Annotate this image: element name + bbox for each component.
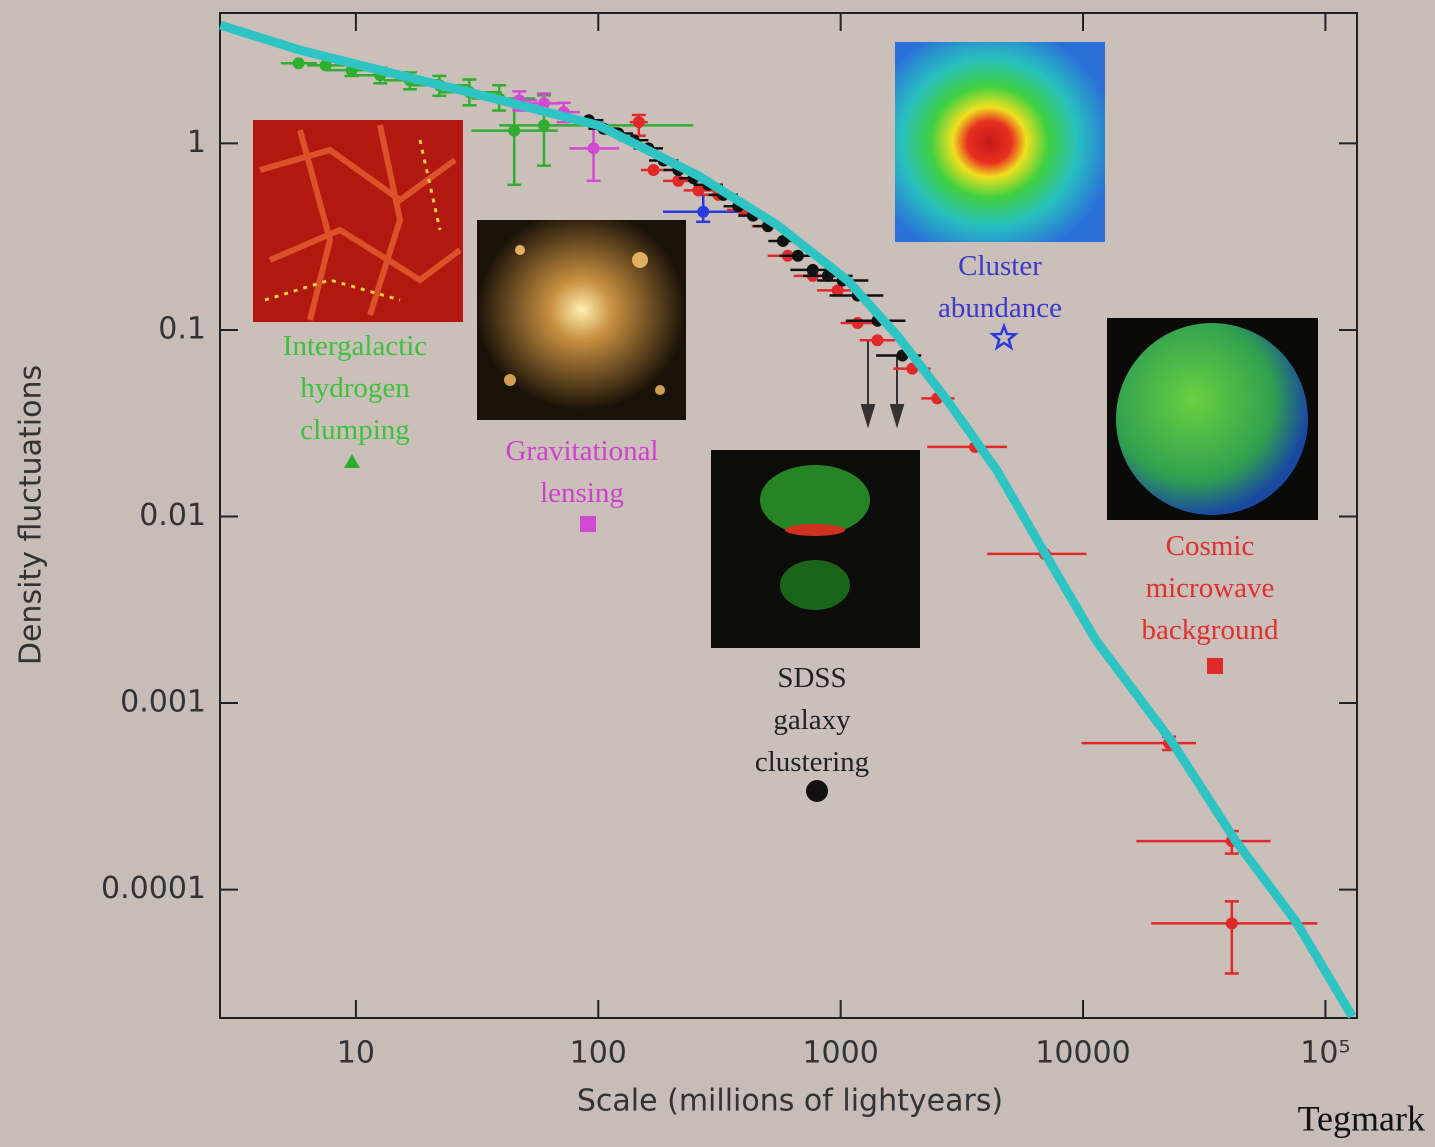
legend-label: Cosmic microwave background <box>1142 525 1279 651</box>
x-tick-label: 10000 <box>1035 1036 1130 1071</box>
y-tick-label: 0.0001 <box>101 871 206 906</box>
y-tick-label: 0.001 <box>120 685 206 720</box>
cluster-image <box>895 42 1105 242</box>
legend-marker <box>1207 658 1223 674</box>
page: Scale (millions of lightyears) Density f… <box>0 0 1435 1147</box>
data-point <box>852 317 864 329</box>
legend-marker <box>580 516 596 532</box>
data-point <box>293 57 305 69</box>
x-axis-label: Scale (millions of lightyears) <box>577 1084 1003 1119</box>
credit: Tegmark <box>1298 1098 1425 1138</box>
y-tick-label: 0.1 <box>158 311 206 346</box>
y-tick-label: 1 <box>187 125 206 160</box>
x-tick-label: 10⁵ <box>1300 1036 1350 1071</box>
data-point <box>807 264 819 276</box>
x-tick-label: 1000 <box>802 1036 878 1071</box>
lensing-image <box>477 220 686 420</box>
legend-label: Cluster abundance <box>938 245 1062 329</box>
data-point <box>538 119 550 131</box>
data-point <box>672 175 684 187</box>
data-point <box>633 116 645 128</box>
data-point <box>588 142 600 154</box>
x-tick-label: 10 <box>337 1036 375 1071</box>
x-tick-label: 100 <box>570 1036 627 1071</box>
data-point <box>792 250 804 262</box>
legend-label: Gravitational lensing <box>505 430 658 514</box>
legend-marker <box>806 780 828 802</box>
data-point <box>697 206 709 218</box>
data-point <box>871 334 883 346</box>
hydrogen-image <box>253 120 463 322</box>
legend-label: SDSS galaxy clustering <box>755 657 869 783</box>
y-tick-label: 0.01 <box>139 498 206 533</box>
y-axis-label: Density fluctuations <box>14 365 49 665</box>
legend-label: Intergalactic hydrogen clumping <box>283 325 427 451</box>
data-point <box>1226 917 1238 929</box>
data-point <box>648 164 660 176</box>
